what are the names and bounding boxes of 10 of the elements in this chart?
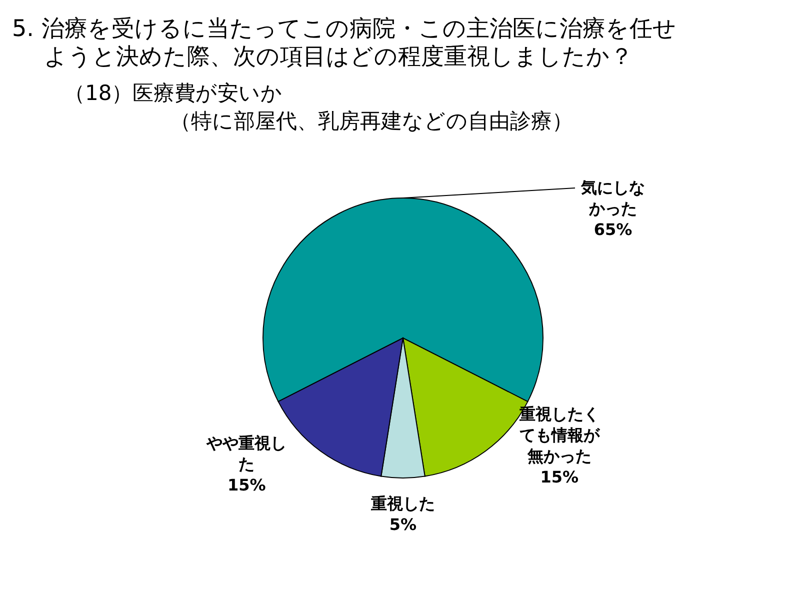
data-label: 15% — [228, 475, 266, 494]
slice-label: 重視した — [370, 494, 435, 513]
slice-label: やや重視した — [206, 433, 287, 474]
data-label: 15% — [540, 467, 578, 486]
slice-label: 気にしなかった — [580, 178, 645, 218]
data-label: 65% — [594, 220, 632, 239]
chart-subtitle: （18）医療費が安いか（特に部屋代、乳房再建などの自由診療） — [64, 81, 573, 133]
slice-label: 重視したくても情報が無かった — [518, 404, 600, 466]
data-label: 5% — [389, 514, 417, 534]
chart-title: 5. 治療を受けるに当たってこの病院・この主治医に治療を任せようと決めた際、次の項目はどの程度重視しましたか？ — [12, 16, 676, 70]
